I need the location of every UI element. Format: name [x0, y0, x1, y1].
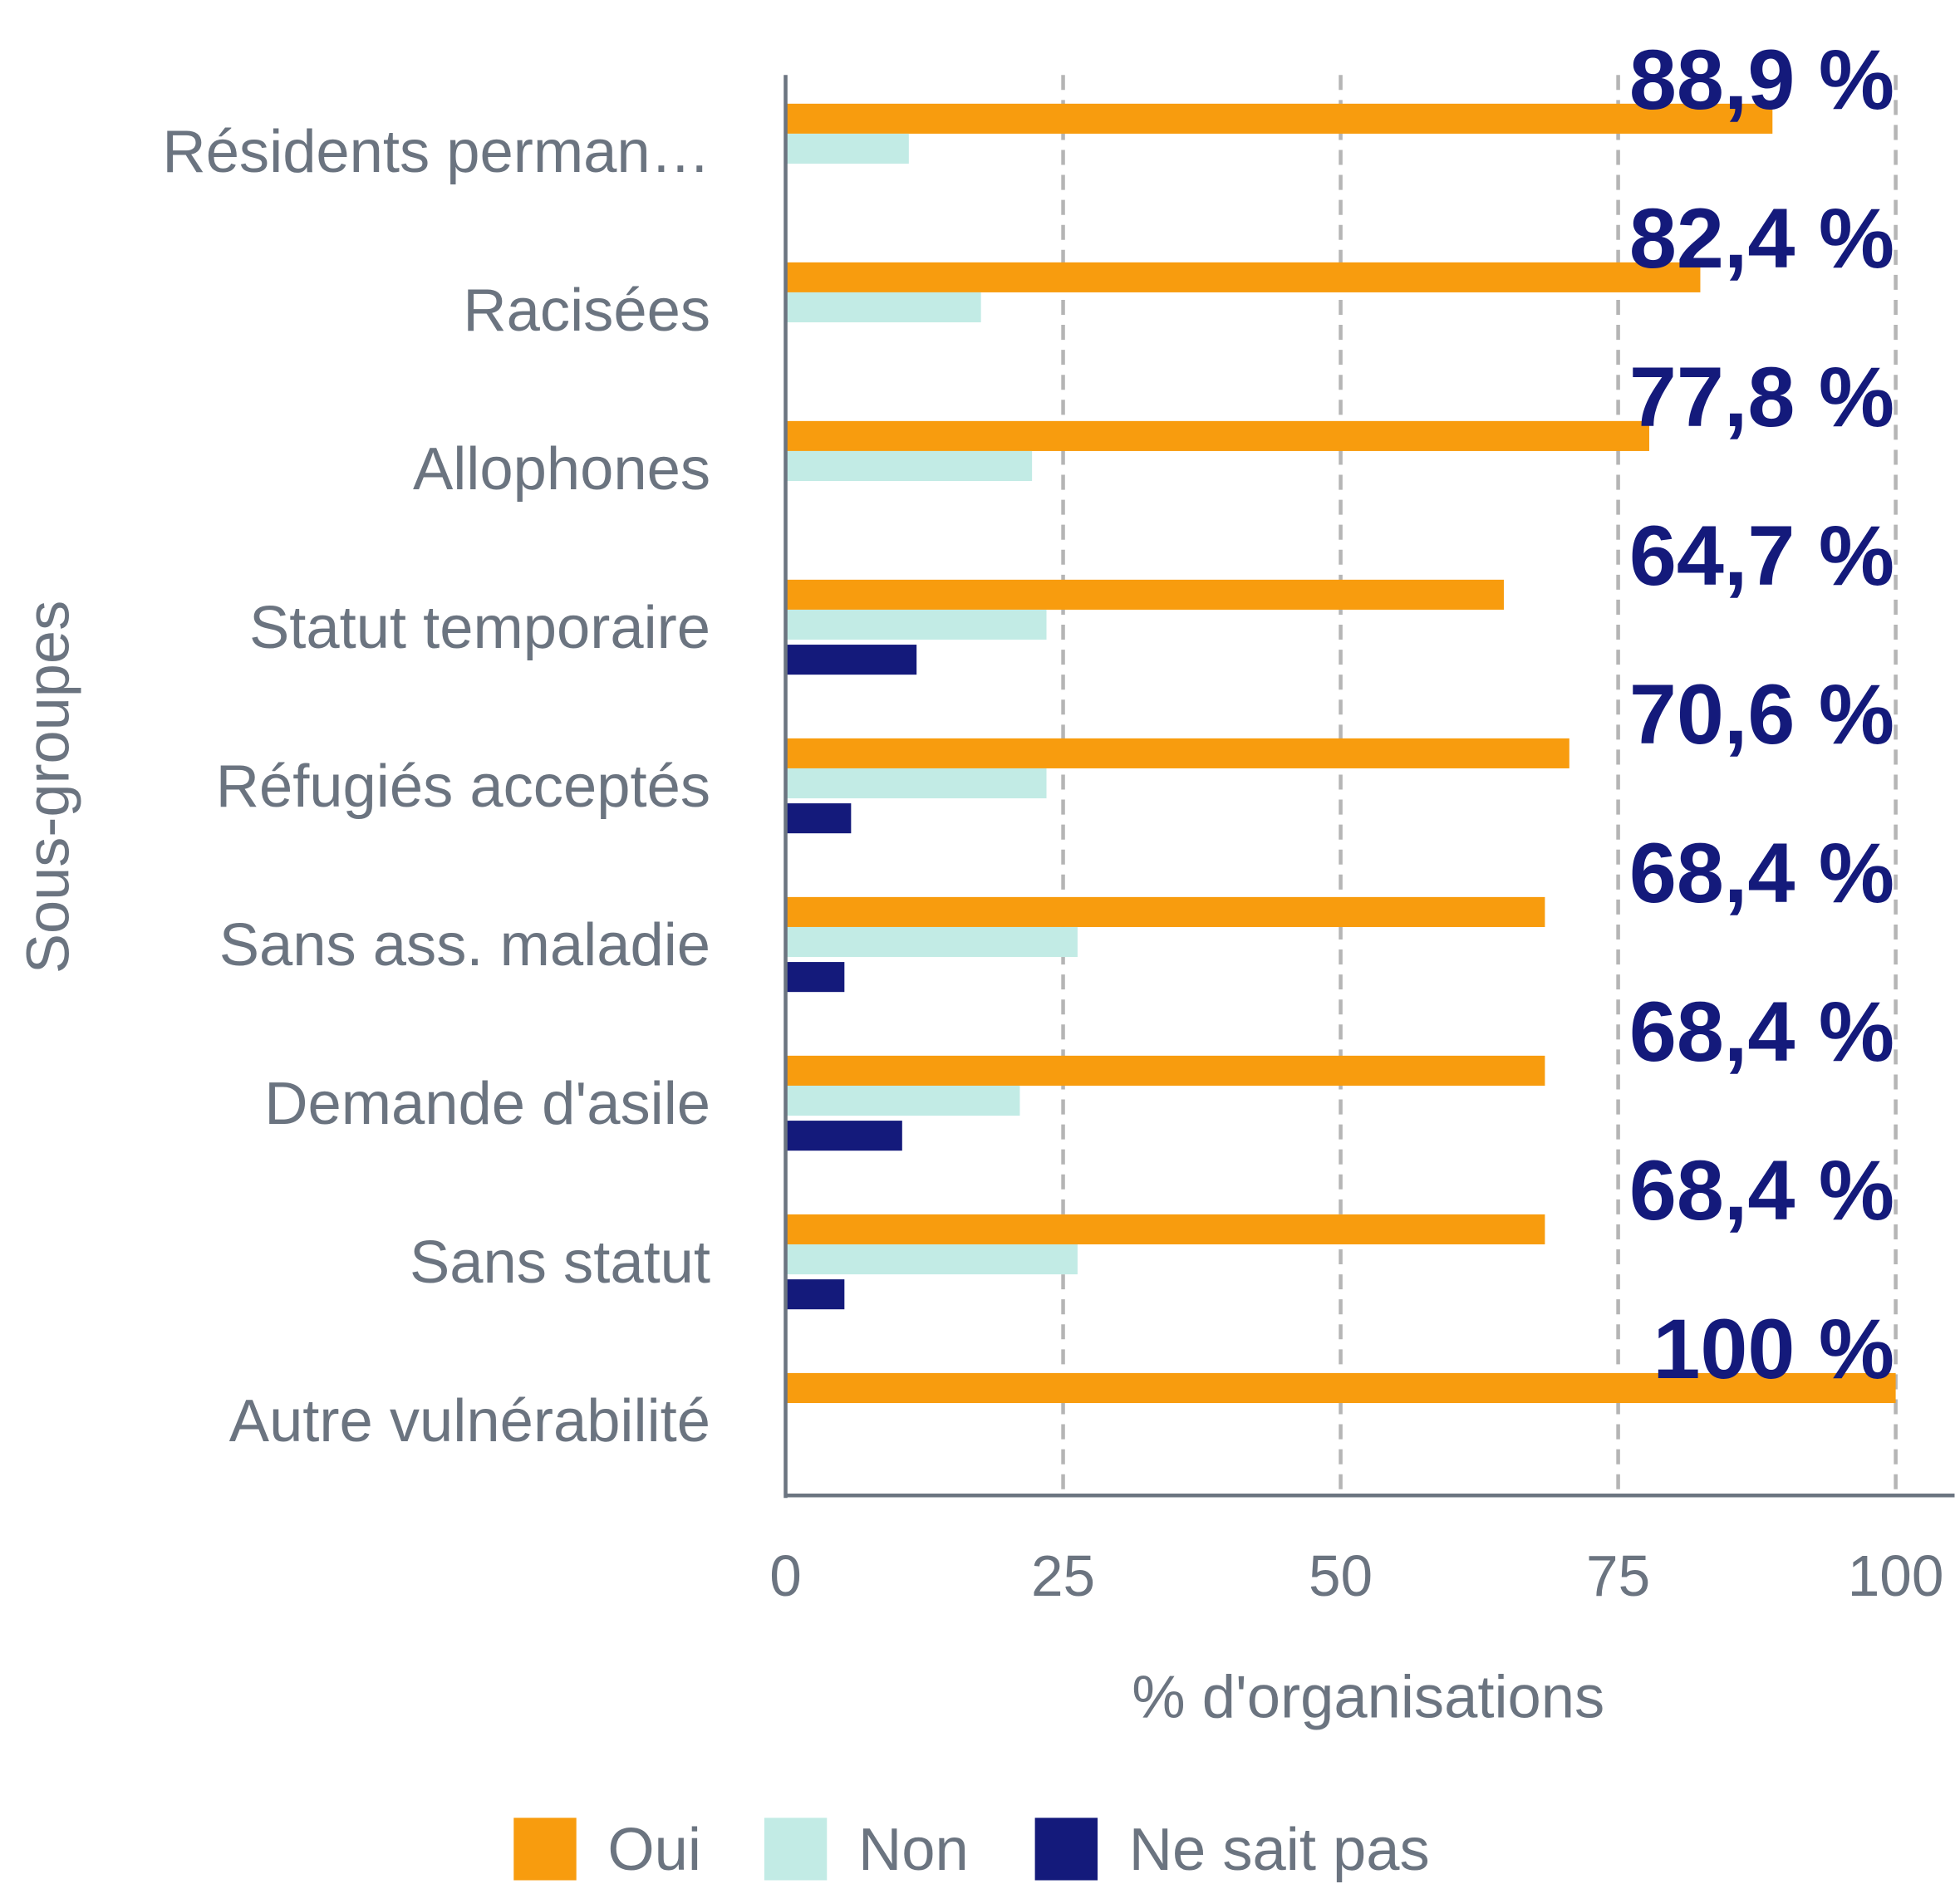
bar	[785, 962, 845, 993]
y-tick-label: Sans statut	[410, 1229, 710, 1296]
data-label: 77,8 %	[1629, 349, 1894, 444]
bar	[785, 738, 1569, 768]
x-tick-label: 50	[1309, 1543, 1373, 1608]
data-label: 100 %	[1653, 1301, 1894, 1396]
bar	[785, 1121, 902, 1151]
legend-label: Non	[858, 1817, 969, 1883]
bar	[785, 420, 1649, 451]
data-label: 88,9 %	[1629, 32, 1894, 127]
plot: % d'organisations Sous-groupes 0 25 50 75 10…	[15, 32, 1955, 1883]
bar	[785, 803, 852, 834]
y-tick-label: Réfugiés acceptés	[216, 753, 710, 820]
data-label: 64,7 %	[1629, 508, 1894, 603]
legend-swatch	[1034, 1818, 1098, 1881]
data-label: 82,4 %	[1629, 190, 1894, 286]
legend-label: Ne sait pas	[1129, 1817, 1430, 1883]
data-label: 68,4 %	[1629, 984, 1894, 1079]
y-axis-label: Sous-groupes	[15, 601, 81, 974]
x-tick-label: 75	[1586, 1543, 1650, 1608]
bar	[785, 1244, 1078, 1275]
bar	[785, 609, 1047, 640]
x-axis-label: % d'organisations	[1132, 1665, 1604, 1731]
bar	[785, 768, 1047, 799]
bar	[785, 896, 1545, 927]
bar	[785, 103, 1773, 134]
data-label: 70,6 %	[1629, 666, 1894, 762]
bar	[785, 579, 1504, 610]
data-label: 68,4 %	[1629, 1142, 1894, 1238]
bar	[785, 1214, 1545, 1244]
bar	[785, 1055, 1545, 1086]
bar	[785, 926, 1078, 958]
bar	[785, 1372, 1896, 1403]
y-tick-label: Demande d'asile	[264, 1071, 710, 1137]
bar	[785, 1085, 1020, 1116]
legend-swatch	[764, 1818, 828, 1881]
y-tick-label: Résidents perman…	[162, 119, 710, 185]
x-tick-label: 25	[1031, 1543, 1095, 1608]
legend-label: Oui	[607, 1817, 701, 1883]
legend-swatch	[513, 1818, 577, 1881]
x-tick-label: 100	[1848, 1543, 1944, 1608]
bar	[785, 450, 1033, 482]
bar	[785, 262, 1701, 292]
bar	[785, 645, 917, 675]
y-tick-label: Allophones	[413, 436, 710, 503]
bar	[785, 292, 981, 323]
y-tick-label: Racisées	[463, 277, 710, 344]
y-tick-label: Statut temporaire	[249, 595, 710, 661]
y-tick-label: Sans ass. maladie	[219, 912, 710, 979]
x-tick-label: 0	[769, 1543, 802, 1608]
data-label: 68,4 %	[1629, 825, 1894, 920]
bar	[785, 1279, 845, 1310]
bar	[785, 133, 909, 164]
y-tick-label: Autre vulnérabilité	[229, 1388, 710, 1455]
